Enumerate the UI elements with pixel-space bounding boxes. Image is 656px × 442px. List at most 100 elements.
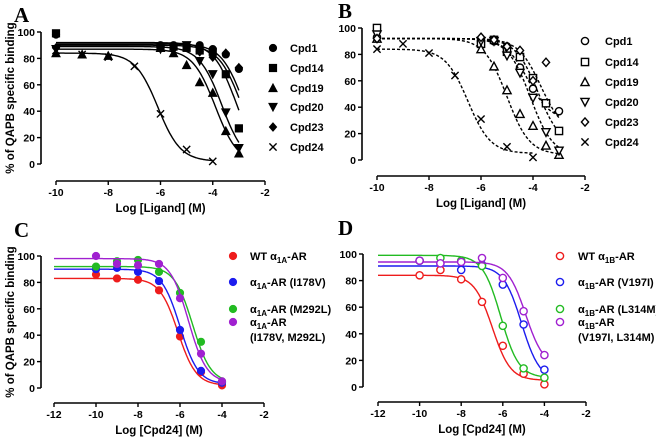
data-point bbox=[221, 48, 231, 58]
data-point bbox=[528, 153, 538, 162]
legend-label: WT α1B-AR bbox=[578, 251, 635, 265]
data-point bbox=[541, 57, 551, 68]
data-point bbox=[488, 60, 500, 71]
data-point bbox=[540, 350, 549, 360]
legend-label-suffix: -AR bbox=[267, 317, 287, 329]
data-point bbox=[515, 45, 525, 56]
x-tick-label: -8 bbox=[457, 408, 466, 420]
data-point bbox=[498, 321, 508, 331]
legend-label-subscript: 1A bbox=[277, 256, 287, 265]
series-cpd1: Cpd1 bbox=[372, 32, 633, 117]
x-tick-label: -6 bbox=[156, 187, 165, 199]
x-tick-label: -10 bbox=[88, 409, 103, 421]
data-point bbox=[78, 50, 87, 59]
x-axis-label: Log [Cpd24] (M) bbox=[438, 424, 526, 436]
data-point bbox=[398, 39, 408, 48]
legend-marker bbox=[268, 102, 278, 113]
legend-label-prefix: α bbox=[578, 304, 585, 316]
data-point bbox=[182, 145, 191, 154]
legend-label: α1A-AR (M292L) bbox=[250, 304, 332, 318]
legend-label: α1B-AR (V197I) bbox=[578, 277, 654, 291]
legend-label: Cpd14 bbox=[605, 57, 640, 69]
data-point bbox=[372, 33, 382, 44]
legend-label-suffix: -AR (V197I) bbox=[595, 277, 654, 289]
legend-marker bbox=[268, 63, 278, 73]
data-point bbox=[498, 273, 508, 283]
legend-label: WT α1A-AR bbox=[250, 251, 307, 265]
fit-curve bbox=[56, 52, 213, 162]
legend-label: Cpd14 bbox=[290, 63, 325, 75]
legend-marker bbox=[268, 82, 278, 93]
data-point bbox=[208, 52, 218, 62]
y-tick-label: 80 bbox=[23, 277, 35, 289]
data-point bbox=[514, 68, 526, 79]
data-point bbox=[415, 256, 424, 265]
y-tick-label: 60 bbox=[345, 302, 357, 314]
x-tick-label: -2 bbox=[580, 182, 589, 194]
legend-label-subscript: 1B bbox=[605, 256, 615, 265]
legend-label-subscript: 1B bbox=[585, 282, 595, 291]
legend-marker bbox=[228, 251, 238, 261]
x-tick-label: -2 bbox=[260, 187, 269, 199]
x-tick-label: -6 bbox=[476, 182, 485, 194]
data-point bbox=[436, 259, 445, 268]
data-point bbox=[194, 76, 205, 87]
y-tick-label: 60 bbox=[23, 304, 35, 316]
y-tick-label: 20 bbox=[344, 129, 356, 141]
data-point bbox=[154, 286, 164, 295]
x-tick-label: -12 bbox=[370, 408, 385, 420]
legend-label: Cpd23 bbox=[605, 117, 639, 129]
series-cpd14: Cpd14 bbox=[372, 23, 640, 136]
x-tick-label: -6 bbox=[175, 409, 184, 421]
data-point bbox=[194, 56, 205, 67]
data-point bbox=[156, 42, 165, 53]
data-point bbox=[156, 109, 165, 118]
y-tick-label: 100 bbox=[338, 23, 356, 35]
y-tick-label: 100 bbox=[17, 27, 35, 39]
legend-label: α1A-AR (I178V) bbox=[250, 277, 326, 291]
legend-label-suffix: -AR bbox=[595, 317, 615, 329]
y-tick-label: 80 bbox=[23, 53, 35, 65]
legend-label-prefix: α bbox=[250, 277, 257, 289]
data-point bbox=[514, 108, 526, 119]
legend-label: Cpd1 bbox=[290, 43, 318, 55]
x-tick-label: -8 bbox=[424, 182, 433, 194]
legend-label-suffix: -AR bbox=[287, 251, 307, 263]
fit-curve bbox=[377, 48, 534, 154]
legend-marker bbox=[580, 57, 590, 67]
data-point bbox=[498, 341, 508, 351]
data-point bbox=[104, 52, 113, 62]
data-point bbox=[372, 45, 382, 54]
series-cpd23: Cpd23 bbox=[372, 32, 639, 129]
legend-label-prefix: WT α bbox=[578, 251, 605, 263]
legend-label-prefix: α bbox=[250, 317, 257, 329]
data-point bbox=[424, 48, 434, 58]
y-tick-label: 40 bbox=[23, 106, 35, 118]
x-tick-label: -12 bbox=[46, 409, 61, 421]
legend-label-subscript: 1B bbox=[585, 309, 595, 318]
data-point bbox=[540, 373, 549, 382]
data-point bbox=[154, 267, 164, 276]
data-point bbox=[154, 259, 164, 269]
data-point bbox=[51, 42, 61, 53]
series-cpd1: Cpd1 bbox=[51, 30, 318, 91]
data-point bbox=[501, 84, 513, 95]
legend-marker bbox=[555, 317, 565, 327]
legend-marker bbox=[579, 76, 591, 87]
legend-label: α1B-AR bbox=[578, 317, 615, 331]
legend-label-suffix: -AR (L314M) bbox=[595, 304, 656, 316]
series-cpd23: Cpd23 bbox=[51, 41, 324, 134]
legend-marker bbox=[228, 277, 238, 287]
data-point bbox=[133, 261, 143, 270]
data-point bbox=[476, 32, 486, 43]
legend-label-subscript: 1A bbox=[257, 282, 267, 291]
series-cpd24: Cpd24 bbox=[372, 39, 640, 162]
data-point bbox=[528, 75, 538, 86]
x-tick-label: -2 bbox=[581, 408, 590, 420]
legend-label-subscript: 1B bbox=[585, 322, 595, 331]
data-point bbox=[154, 276, 164, 286]
data-point bbox=[519, 364, 528, 373]
data-point bbox=[181, 59, 192, 70]
data-point bbox=[553, 146, 565, 157]
